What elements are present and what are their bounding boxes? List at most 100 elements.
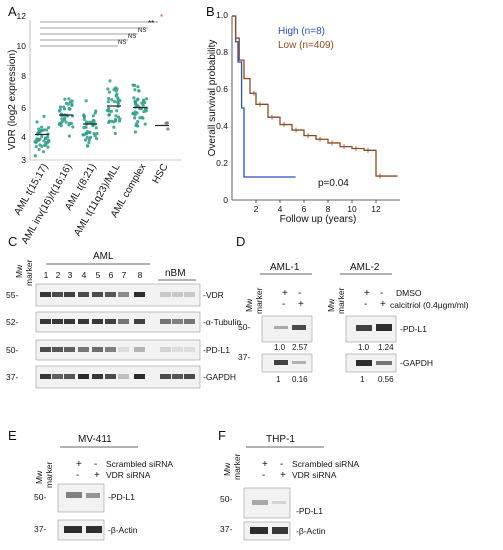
blot-f-vdr-label: VDR siRNA xyxy=(292,470,337,480)
scatter-point xyxy=(112,125,116,129)
km-xticks: 2 4 6 8 10 12 xyxy=(254,200,381,214)
scatter-point xyxy=(107,109,111,113)
blot-c-membrane xyxy=(35,339,201,361)
blot-c-band xyxy=(118,319,129,324)
scatter-point xyxy=(138,116,142,120)
scatter-point xyxy=(94,126,98,130)
blot-c-band xyxy=(52,374,63,379)
scatter-ytick-4: 4 xyxy=(21,132,26,142)
blot-e-pdl1-label: -PD-L1 xyxy=(108,492,135,502)
panel-label-c: C xyxy=(8,234,17,249)
blot-c-band xyxy=(134,292,145,297)
band xyxy=(292,361,306,364)
km-line-low xyxy=(232,15,398,177)
scatter-point xyxy=(87,130,91,135)
blot-c-band xyxy=(184,319,195,324)
scatter-point xyxy=(42,114,46,118)
blot-c-band xyxy=(160,347,171,352)
scatter-point xyxy=(112,88,116,92)
blot-c-band xyxy=(64,374,75,379)
blot-c-band xyxy=(172,374,183,379)
scatter-point xyxy=(136,119,140,124)
scatter-point xyxy=(114,119,118,123)
scatter-point xyxy=(83,138,88,142)
blot-d-mw50: 50- xyxy=(238,322,250,332)
km-xtick-label: 2 xyxy=(254,204,259,214)
blot-c-mw-marker: 37- xyxy=(6,372,18,382)
blot-c-band xyxy=(52,347,63,352)
km-legend-high: High (n=8) xyxy=(278,26,325,37)
blot-f-mw: Mw xyxy=(222,462,232,476)
scatter-point xyxy=(106,87,110,91)
blot-d-aml2-gapdh-q1: 1 xyxy=(360,375,365,384)
blot-d-aml2-calc-1: - xyxy=(364,299,367,310)
scatter-ylabel: VDR (log2 expression) xyxy=(7,50,18,151)
blot-e-scr-label: Scrambled siRNA xyxy=(106,459,173,469)
band xyxy=(86,526,102,533)
scatter-point xyxy=(107,120,111,125)
blot-c-band xyxy=(78,374,89,379)
blot-c-lane-number: 1 xyxy=(44,270,49,280)
blot-e-marker: marker xyxy=(44,461,54,488)
scatter-point xyxy=(116,98,120,102)
blot-c-lane-number: 2 xyxy=(56,270,61,280)
scatter-point xyxy=(46,145,50,149)
blot-d-gapdh-label: -GAPDH xyxy=(400,358,433,368)
scatter-point xyxy=(136,124,140,128)
blot-c-band xyxy=(134,374,145,379)
blot-c-row-label: -VDR xyxy=(203,290,224,300)
scatter-point xyxy=(82,126,86,130)
scatter-point xyxy=(86,144,90,148)
km-xtick-label: 6 xyxy=(302,204,307,214)
band xyxy=(250,527,268,534)
scatter-ytick-8: 8 xyxy=(21,71,26,81)
band xyxy=(292,325,306,330)
blot-d-mw37: 37- xyxy=(238,352,250,362)
blot-d-aml1-pdl1-q1: 1.0 xyxy=(274,343,286,352)
scatter-point xyxy=(164,121,168,125)
scatter-point xyxy=(135,98,140,102)
scatter-point xyxy=(84,132,88,136)
blot-e-scr-1: + xyxy=(76,459,82,470)
blot-e-title: MV-411 xyxy=(78,434,112,445)
scatter-point xyxy=(87,138,91,142)
scatter-point xyxy=(116,115,121,119)
blot-f-pdl1-label: -PD-L1 xyxy=(296,506,323,516)
blot-f-scr-1: + xyxy=(262,459,268,470)
blot-d-aml2: AML-2 xyxy=(350,262,380,273)
blot-c-group-nbm: nBM xyxy=(165,268,186,279)
blot-f-marker: marker xyxy=(232,453,242,480)
blot-e-vdr-1: - xyxy=(76,470,79,481)
scatter-point xyxy=(143,107,147,111)
scatter-point xyxy=(131,83,135,87)
blot-c-band xyxy=(92,292,103,297)
scatter-point xyxy=(60,117,64,121)
scatter-point xyxy=(38,130,42,134)
panel-label-b: B xyxy=(206,4,215,19)
band xyxy=(64,526,82,533)
blot-d-aml1-gapdh-q1: 1 xyxy=(276,375,281,384)
sig-label-4: NS xyxy=(128,34,136,40)
blot-e-mw50: 50- xyxy=(34,492,46,502)
scatter-point xyxy=(46,125,51,130)
blot-d-marker: marker xyxy=(254,287,264,314)
blot-f-scr-2: - xyxy=(280,459,283,470)
scatter-point xyxy=(59,124,63,128)
blot-d-aml1-dmso-1: + xyxy=(282,288,288,299)
blot-c-lane-number: 5 xyxy=(96,270,101,280)
panel-label-d: D xyxy=(236,234,245,249)
blot-e-mw: Mw xyxy=(34,470,44,484)
blot-c-mw-marker: 52- xyxy=(6,317,18,327)
scatter-plot: 3 4 6 8 10 12 * ** NS NS NS xyxy=(17,11,182,165)
km-ytick-06: 0.6 xyxy=(216,84,228,94)
blot-c-group-aml: AML xyxy=(93,251,114,262)
scatter-point xyxy=(137,89,141,93)
scatter-point xyxy=(67,134,71,138)
blot-c-mw: Mw xyxy=(14,264,24,278)
blot-c-band xyxy=(160,374,171,379)
blot-c-row-label: -GAPDH xyxy=(203,372,236,382)
blot-d-aml2-dmso-1: + xyxy=(364,288,370,299)
km-xtick-label: 8 xyxy=(326,204,331,214)
band xyxy=(376,324,392,331)
scatter-point xyxy=(84,120,89,124)
